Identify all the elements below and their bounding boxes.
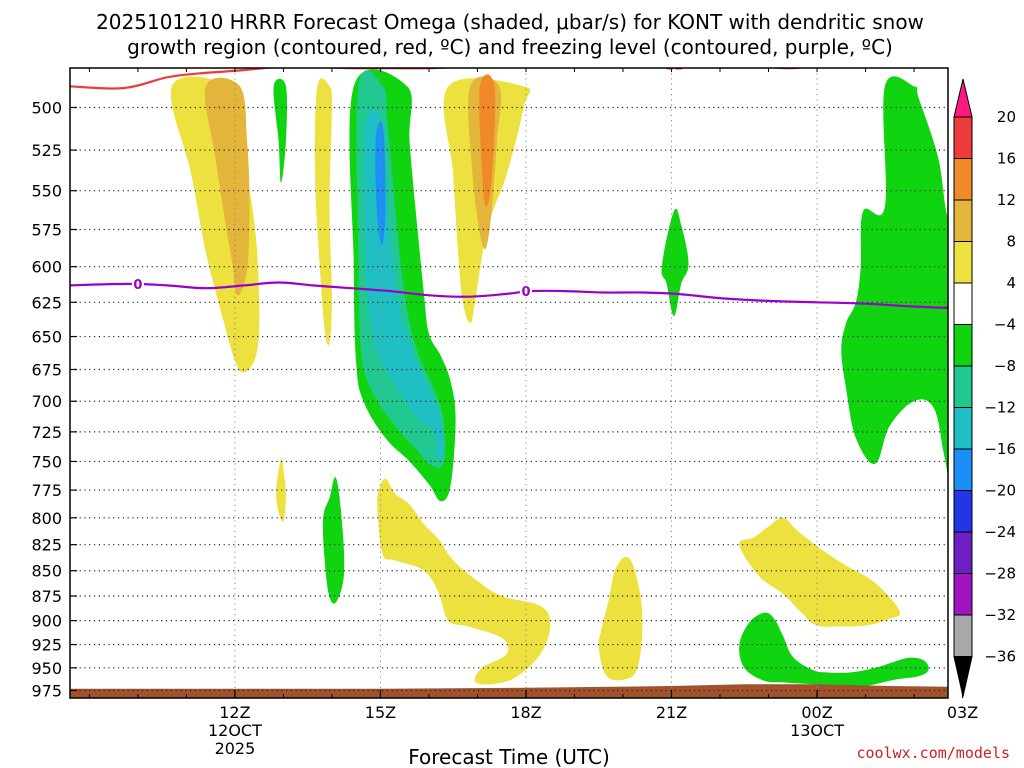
colorbar-bottom-arrow (953, 656, 973, 697)
colorbar-label: 20 (997, 108, 1016, 126)
y-tick-label: 600 (31, 258, 62, 277)
x-tick-label: 03Z (947, 703, 978, 722)
colorbar-box (953, 282, 973, 325)
colorbar-box (953, 365, 973, 408)
plot-frame (69, 67, 949, 699)
y-tick-label: 975 (31, 682, 62, 701)
colorbar-label: −12 (984, 399, 1016, 417)
terrain-ground (70, 684, 948, 698)
colorbar-label: −16 (984, 440, 1016, 458)
colorbar-label: −32 (984, 606, 1016, 624)
omega-region-ascent-1100-core (204, 77, 250, 296)
colorbar-label: −24 (984, 523, 1016, 541)
colorbar-box (953, 573, 973, 616)
terrain-layer (70, 684, 948, 698)
omega-region-ascent-1300-low (276, 458, 286, 522)
x-tick-label: 13OCT (790, 721, 844, 740)
omega-region-ascent-2000-low (598, 556, 643, 681)
x-tick-label: 2025 (215, 739, 256, 758)
colorbar-label: −20 (984, 482, 1016, 500)
y-tick-label: 950 (31, 659, 62, 678)
y-tick-label: 625 (31, 293, 62, 312)
y-tick-label: 850 (31, 562, 62, 581)
omega-region-descent-1400-low (322, 477, 345, 604)
colorbar: 20 16 12 8 4 −4 −8 −12 −16 −20 −24 −28 −32 −36 (953, 78, 1016, 697)
colorbar-box (953, 324, 973, 367)
omega-shading-layer (170, 64, 1024, 687)
y-tick-label: 650 (31, 328, 62, 347)
colorbar-label: 4 (1006, 274, 1016, 292)
plot-area: 0 0-12 (70, 64, 1024, 698)
x-tick-label: 00Z (801, 703, 832, 722)
y-tick-label: 500 (31, 99, 62, 118)
y-tick-label: 900 (31, 612, 62, 631)
x-tick-label: 15Z (365, 703, 396, 722)
grid-layer (70, 68, 948, 698)
colorbar-label: 8 (1006, 233, 1016, 251)
y-tick-label: 575 (31, 221, 62, 240)
contour-label-bg (131, 275, 144, 290)
omega-region-descent-2100 (661, 208, 689, 317)
omega-region-ascent-0400-top (1013, 64, 1024, 309)
x-tick-label: 12OCT (208, 721, 262, 740)
colorbar-label: −36 (984, 648, 1016, 666)
omega-region-ascent-2300-low (739, 517, 901, 627)
colorbar-box (953, 531, 973, 574)
colorbar-box (953, 158, 973, 201)
y-tick-label: 525 (31, 141, 62, 160)
y-tick-label: 725 (31, 423, 62, 442)
y-tick-label: 775 (31, 481, 62, 500)
colorbar-label: 12 (997, 191, 1016, 209)
contour-label: 0 (133, 278, 142, 293)
y-tick-label: 800 (31, 509, 62, 528)
y-tick-label: 675 (31, 360, 62, 379)
y-tick-label: 700 (31, 392, 62, 411)
x-tick-label: 21Z (656, 703, 687, 722)
y-axis: 500 525 550 575 600 625 650 675 700 725 750 775 800 8… (31, 99, 77, 701)
chart-title-line1: 2025101210 HRRR Forecast Omega (shaded, … (96, 10, 924, 34)
colorbar-label: 16 (997, 150, 1016, 168)
colorbar-top-arrow (953, 78, 973, 118)
omega-region-descent-1300-upper (273, 78, 288, 183)
colorbar-box (953, 448, 973, 491)
x-tick-label: 12Z (219, 703, 250, 722)
colorbar-box (953, 241, 973, 284)
omega-region-ascent-1345 (314, 78, 332, 346)
colorbar-box (953, 116, 973, 159)
y-tick-label: 925 (31, 636, 62, 655)
colorbar-box (953, 614, 973, 657)
colorbar-box (953, 199, 973, 242)
colorbar-label: −28 (984, 565, 1016, 583)
y-tick-label: 750 (31, 452, 62, 471)
colorbar-box (953, 407, 973, 450)
contour-label: 0 (521, 285, 530, 300)
contour-label-bg (519, 283, 532, 298)
omega-region-descent-0200 (841, 76, 948, 476)
y-tick-label: 825 (31, 536, 62, 555)
colorbar-label: −4 (994, 316, 1016, 334)
credit-text: coolwx.com/models (856, 744, 1010, 762)
omega-region-ascent-1700-low (377, 478, 551, 685)
colorbar-box (953, 490, 973, 533)
y-tick-label: 875 (31, 587, 62, 606)
colorbar-label: −8 (994, 357, 1016, 375)
y-tick-label: 550 (31, 182, 62, 201)
chart-title-line2: growth region (contoured, red, ºC) and f… (127, 35, 893, 59)
x-tick-label: 18Z (510, 703, 541, 722)
x-axis-title: Forecast Time (UTC) (408, 745, 610, 768)
